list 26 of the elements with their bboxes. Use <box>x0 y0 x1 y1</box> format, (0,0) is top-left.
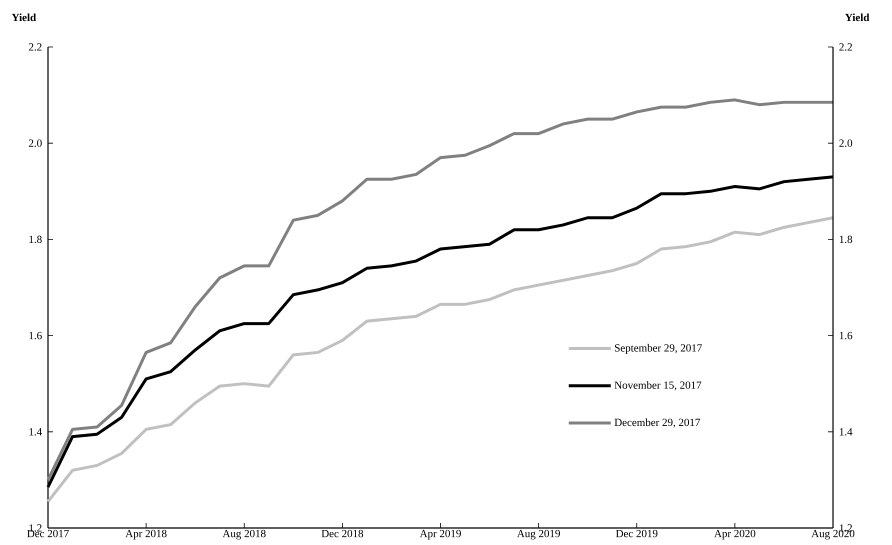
y-tick-label: 1.2 <box>29 524 42 532</box>
x-tick-label: Aug 2018 <box>222 530 266 540</box>
x-tick-label: Apr 2020 <box>714 530 756 540</box>
y-tick-label: 2.0 <box>28 139 42 147</box>
y-tick-label: 1.4 <box>29 428 42 436</box>
y2-tick-label: 2.0 <box>839 139 852 147</box>
x-tick-label: Aug 2020 <box>811 530 854 540</box>
y-tick-label: 1.8 <box>29 236 42 244</box>
x-tick-label: Aug 2019 <box>516 530 560 540</box>
x-tick-label: Apr 2018 <box>125 530 167 540</box>
legend-label: September 29, 2017 <box>614 344 702 354</box>
y2-tick-label: 1.4 <box>840 428 852 436</box>
legend-label: November 15, 2017 <box>614 381 702 390</box>
y-tick-label: 2.2 <box>28 43 42 51</box>
y-tick-label: 1.6 <box>29 332 42 340</box>
legend-label: December 29, 2017 <box>614 418 700 428</box>
x-tick-label: Dec 2018 <box>322 530 364 538</box>
line-series <box>46 216 834 504</box>
y2-tick-label: 1.6 <box>840 332 852 340</box>
x-tick-label: Dec 2017 <box>27 530 69 538</box>
x-tick-label: Dec 2019 <box>616 530 658 538</box>
x-tick-label: Apr 2019 <box>420 530 461 540</box>
y2-tick-label: 2.2 <box>839 43 852 51</box>
y2-tick-label: 1.8 <box>840 236 852 244</box>
y2-axis-title: Yield <box>845 13 870 22</box>
y-axis-title: Yield <box>12 13 36 22</box>
